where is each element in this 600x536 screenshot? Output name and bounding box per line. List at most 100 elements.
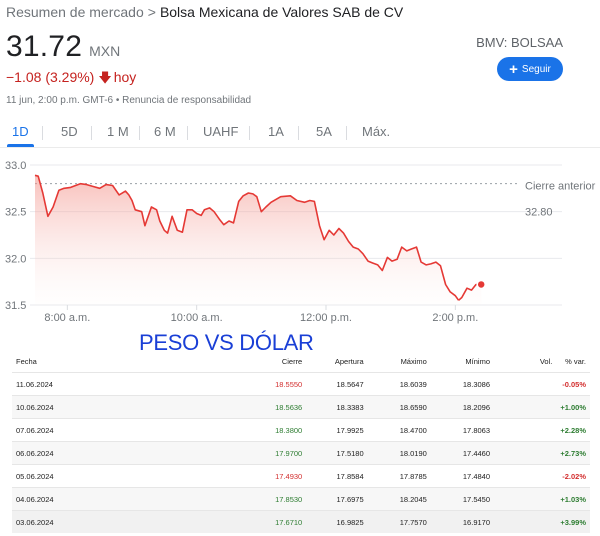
tab-ytd[interactable]: UAHF [203, 124, 239, 139]
cell-high: 18.2045 [367, 487, 431, 511]
tab-separator [298, 126, 299, 140]
cell-close: 17.4930 [80, 464, 307, 488]
price-line-series-0 [34, 174, 460, 301]
col-header-change[interactable]: % var. [565, 356, 586, 366]
cell-date: 11.06.2024 [12, 372, 81, 396]
col-header-volume[interactable]: Vol. [539, 356, 553, 366]
cell-close: 17.6710 [80, 510, 307, 533]
price-row: 31.72 MXN [6, 30, 120, 64]
cell-open: 18.5647 [306, 372, 368, 396]
cell-close: 18.3800 [80, 418, 307, 442]
breadcrumb-separator: > [147, 4, 156, 20]
currency-code: MXN [89, 43, 121, 59]
quote-meta: 11 jun, 2:00 p.m. GMT-6 • Renuncia de re… [6, 95, 252, 106]
breadcrumb-root-link[interactable]: Resumen de mercado [6, 4, 144, 20]
tab-5d[interactable]: 5D [61, 124, 78, 139]
cell-change: +1.03% [556, 487, 590, 511]
y-axis: 33.0 32.5 32.0 31.5 [5, 160, 26, 312]
cell-low: 17.4840 [430, 464, 495, 488]
table-row[interactable]: 06.06.2024 17.9700 17.5180 18.0190 17.4460 +2… [12, 441, 590, 465]
table-row[interactable]: 07.06.2024 18.3800 17.9925 18.4700 17.8063 +2… [12, 418, 590, 442]
x-tick-label: 8:00 a.m. [44, 312, 90, 324]
x-tick-label: 12:00 p.m. [300, 312, 352, 324]
previous-close-value: 32.80 [525, 207, 553, 219]
table-row[interactable]: 03.06.2024 17.6710 16.9825 17.7570 16.9170 +3… [12, 510, 590, 533]
y-tick-label: 33.0 [5, 160, 26, 172]
tab-separator [91, 126, 92, 140]
cell-open: 17.9925 [306, 418, 368, 442]
price-change-period: hoy [113, 69, 137, 85]
cell-vol [494, 464, 557, 488]
cell-vol [494, 418, 557, 442]
time-range-tabs: 1D 5D 1 M 6 M UAHF 1A 5A Máx. [0, 124, 600, 147]
col-header-low[interactable]: Mínimo [465, 356, 491, 366]
cell-high: 18.0190 [367, 441, 431, 465]
cell-open: 17.5180 [306, 441, 368, 465]
cell-close: 18.5550 [80, 372, 307, 396]
cell-low: 17.4460 [430, 441, 495, 465]
breadcrumb-company: Bolsa Mexicana de Valores SAB de CV [159, 4, 404, 20]
x-axis: 8:00 a.m. 10:00 a.m. 12:00 p.m. 2:00 p.m. [44, 305, 478, 324]
tab-separator [42, 126, 43, 140]
tab-1y[interactable]: 1A [268, 124, 284, 139]
x-tick-label: 2:00 p.m. [432, 312, 478, 324]
tab-separator [187, 126, 188, 140]
y-tick-label: 31.5 [5, 300, 26, 312]
cell-change: +3.99% [556, 510, 590, 533]
col-header-close[interactable]: Cierre [281, 356, 303, 366]
overlay-title: PESO VS DÓLAR [139, 330, 314, 355]
tab-max[interactable]: Máx. [362, 124, 391, 139]
cell-low: 17.8063 [430, 418, 495, 442]
cell-low: 18.2096 [430, 395, 495, 419]
tab-separator [139, 126, 140, 140]
price-change: −1.08 (3.29%) 🡇 hoy [6, 69, 136, 91]
price-change-value: −1.08 (3.29%) [6, 69, 95, 85]
price-chart[interactable]: 33.0 32.5 32.0 31.5 8:00 a.m. 10:00 a.m. 12:0… [0, 150, 600, 330]
col-header-high[interactable]: Máximo [400, 356, 427, 366]
cell-vol [494, 372, 557, 396]
col-header-date[interactable]: Fecha [16, 356, 37, 366]
table-row[interactable]: 05.06.2024 17.4930 17.8584 17.8785 17.4840 -2… [12, 464, 590, 488]
tab-1m[interactable]: 1 M [107, 124, 129, 139]
cell-date: 10.06.2024 [12, 395, 81, 419]
cell-high: 17.7570 [367, 510, 431, 533]
cell-open: 18.3383 [306, 395, 368, 419]
cell-vol [494, 510, 557, 533]
cell-vol [494, 441, 557, 465]
table-row[interactable]: 04.06.2024 17.8530 17.6975 18.2045 17.5450 +1… [12, 487, 590, 511]
stock-price: 31.72 [6, 30, 83, 63]
breadcrumb: Resumen de mercado > Bolsa Mexicana de Val… [6, 4, 403, 20]
tab-6m[interactable]: 6 M [154, 124, 176, 139]
cell-low: 17.5450 [430, 487, 495, 511]
col-header-open[interactable]: Apertura [334, 356, 364, 366]
arrow-down-icon: 🡇 [98, 70, 112, 85]
cell-high: 18.4700 [367, 418, 431, 442]
cell-close: 17.9700 [80, 441, 307, 465]
previous-close-label: Cierre anterior [525, 181, 596, 193]
cell-vol [494, 487, 557, 511]
y-tick-label: 32.5 [5, 207, 26, 219]
cell-low: 18.3086 [430, 372, 495, 396]
tab-5y[interactable]: 5A [316, 124, 332, 139]
cell-date: 03.06.2024 [12, 510, 81, 533]
last-price-dot[interactable] [476, 279, 486, 290]
cell-change: +2.28% [556, 418, 590, 442]
cell-change: -0.05% [556, 372, 590, 396]
cell-open: 16.9825 [306, 510, 368, 533]
cell-high: 17.8785 [367, 464, 431, 488]
cell-change: -2.02% [556, 464, 590, 488]
tab-separator [346, 126, 347, 140]
cell-date: 05.06.2024 [12, 464, 81, 488]
cell-change: +2.73% [556, 441, 590, 465]
historical-data-table: Fecha Cierre Apertura Máximo Mínimo Vol.… [12, 350, 590, 533]
cell-close: 18.5636 [80, 395, 307, 419]
follow-button[interactable]: + Seguir [497, 57, 563, 81]
cell-vol [494, 395, 557, 419]
table-row[interactable]: 10.06.2024 18.5636 18.3383 18.6590 18.2096 +1… [12, 395, 590, 419]
tab-separator [249, 126, 250, 140]
cell-change: +1.00% [556, 395, 590, 419]
tabs-divider [0, 147, 600, 148]
table-row[interactable]: 11.06.2024 18.5550 18.5647 18.6039 18.3086 -0… [12, 372, 590, 396]
tab-1d[interactable]: 1D [7, 124, 34, 147]
exchange-ticker: BMV: BOLSAA [476, 35, 563, 50]
